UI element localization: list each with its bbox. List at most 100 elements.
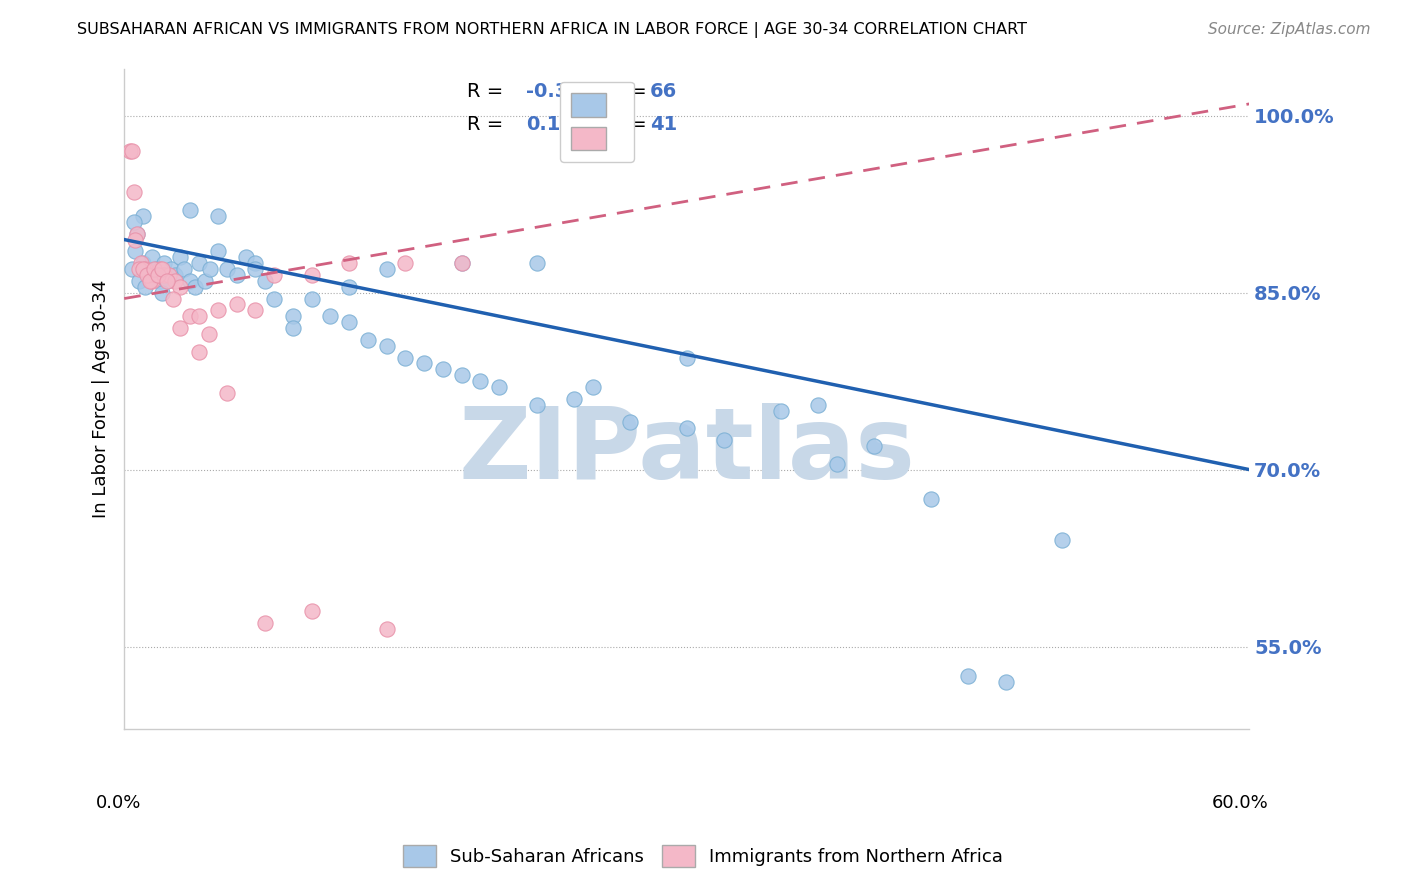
Point xyxy=(263,292,285,306)
Text: 0.0%: 0.0% xyxy=(96,794,142,812)
Text: 41: 41 xyxy=(650,115,676,134)
Point xyxy=(956,669,979,683)
Point xyxy=(162,292,184,306)
Point xyxy=(319,310,342,324)
Point xyxy=(281,310,304,324)
Point xyxy=(675,351,697,365)
Point xyxy=(184,279,207,293)
Point xyxy=(582,380,605,394)
Point xyxy=(337,279,360,293)
Text: 66: 66 xyxy=(650,82,676,101)
Point xyxy=(150,262,173,277)
Point xyxy=(375,262,398,277)
Point xyxy=(253,615,276,630)
Point xyxy=(122,186,145,200)
Point xyxy=(450,256,472,270)
Point xyxy=(169,250,191,264)
Text: SUBSAHARAN AFRICAN VS IMMIGRANTS FROM NORTHERN AFRICA IN LABOR FORCE | AGE 30-34: SUBSAHARAN AFRICAN VS IMMIGRANTS FROM NO… xyxy=(77,22,1028,38)
Point xyxy=(562,392,585,406)
Point xyxy=(769,403,792,417)
Point xyxy=(121,262,143,277)
Point xyxy=(253,274,276,288)
Point xyxy=(124,244,146,259)
Point xyxy=(135,268,157,282)
Point xyxy=(207,209,229,223)
Point xyxy=(225,297,247,311)
Point xyxy=(132,262,155,277)
Point xyxy=(920,492,942,507)
Text: R =: R = xyxy=(467,82,510,101)
Point xyxy=(301,292,323,306)
Point xyxy=(124,233,146,247)
Point xyxy=(863,439,886,453)
Point xyxy=(200,262,222,277)
Point xyxy=(157,268,180,282)
Point xyxy=(128,262,150,277)
Point xyxy=(127,227,149,241)
Point xyxy=(619,416,641,430)
Point xyxy=(245,256,267,270)
Point xyxy=(413,356,436,370)
Point xyxy=(1050,533,1073,548)
Text: 60.0%: 60.0% xyxy=(1212,794,1268,812)
Point xyxy=(127,227,149,241)
Point xyxy=(263,268,285,282)
Point xyxy=(118,144,141,158)
Point xyxy=(179,203,201,218)
Point xyxy=(225,268,247,282)
Text: Source: ZipAtlas.com: Source: ZipAtlas.com xyxy=(1208,22,1371,37)
Point xyxy=(217,262,239,277)
Point xyxy=(301,268,323,282)
Point xyxy=(138,268,160,282)
Point xyxy=(132,209,155,223)
Legend: Sub-Saharan Africans, Immigrants from Northern Africa: Sub-Saharan Africans, Immigrants from No… xyxy=(396,838,1010,874)
Point xyxy=(488,380,510,394)
Point xyxy=(132,256,155,270)
Point xyxy=(394,256,416,270)
Point xyxy=(281,321,304,335)
Point xyxy=(179,274,201,288)
Point xyxy=(121,144,143,158)
Point xyxy=(169,321,191,335)
Point xyxy=(994,674,1017,689)
Point xyxy=(141,250,163,264)
Point xyxy=(145,268,167,282)
Point xyxy=(807,398,830,412)
Point xyxy=(134,279,156,293)
Point xyxy=(173,262,195,277)
Point xyxy=(156,274,179,288)
Point xyxy=(470,374,492,388)
Point xyxy=(713,433,735,447)
Point xyxy=(138,268,160,282)
Point xyxy=(146,268,169,282)
Point xyxy=(217,385,239,400)
Point xyxy=(141,274,163,288)
Point xyxy=(450,256,472,270)
Point xyxy=(197,326,219,341)
Point xyxy=(134,262,156,277)
Point xyxy=(188,310,211,324)
Point xyxy=(129,256,152,270)
Point xyxy=(207,244,229,259)
Text: -0.395: -0.395 xyxy=(526,82,595,101)
Point xyxy=(235,250,257,264)
Text: 0.108: 0.108 xyxy=(526,115,588,134)
Point xyxy=(149,262,172,277)
Text: N =: N = xyxy=(596,115,652,134)
Legend: , : , xyxy=(560,81,634,162)
Point xyxy=(675,421,697,435)
Point xyxy=(207,303,229,318)
Point xyxy=(301,604,323,618)
Point xyxy=(163,274,186,288)
Point xyxy=(128,274,150,288)
Point xyxy=(337,256,360,270)
Point xyxy=(526,398,548,412)
Point xyxy=(122,215,145,229)
Point xyxy=(163,268,186,282)
Point xyxy=(150,285,173,300)
Point xyxy=(156,274,179,288)
Point xyxy=(375,622,398,636)
Text: R =: R = xyxy=(467,115,516,134)
Point xyxy=(179,310,201,324)
Point xyxy=(160,262,183,277)
